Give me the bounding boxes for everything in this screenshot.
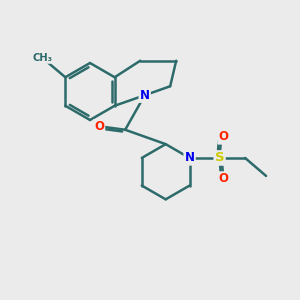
Text: O: O xyxy=(218,172,229,185)
Text: CH₃: CH₃ xyxy=(33,53,53,63)
Text: N: N xyxy=(140,89,150,102)
Text: S: S xyxy=(215,152,224,164)
Text: O: O xyxy=(94,120,104,133)
Text: O: O xyxy=(218,130,229,143)
Text: N: N xyxy=(184,152,195,164)
